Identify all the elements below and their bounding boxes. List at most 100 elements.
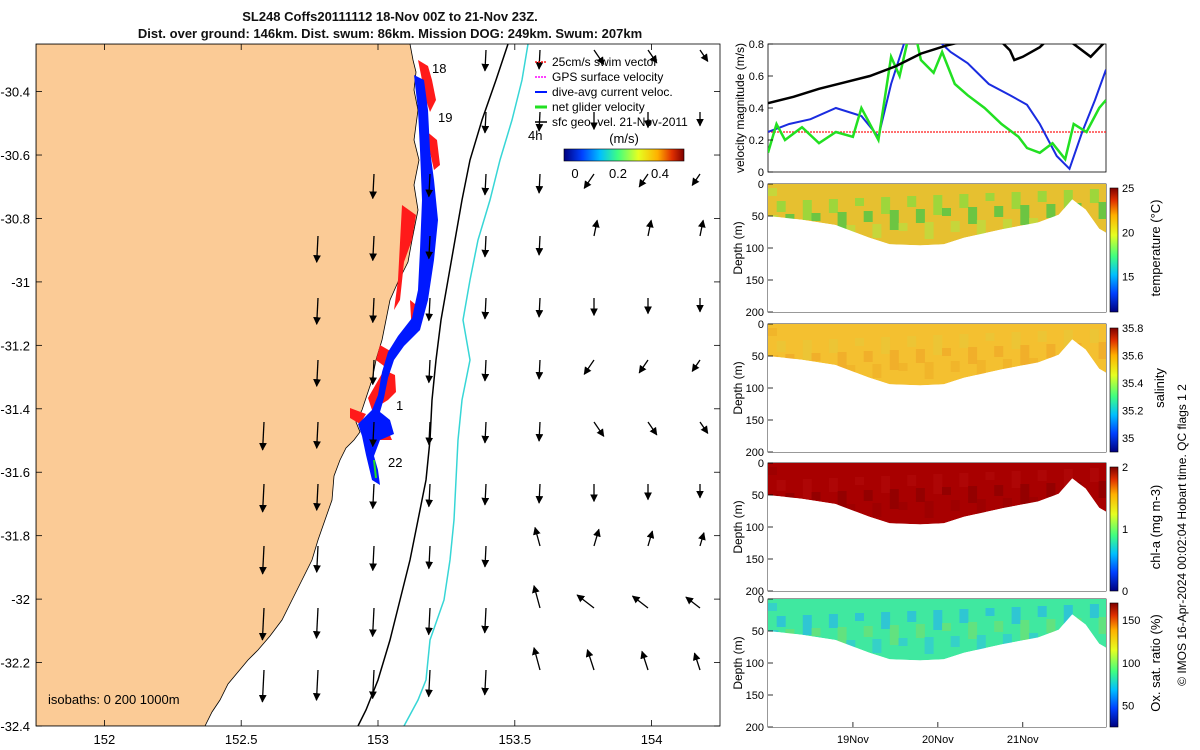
depth-tick-label: 50 (752, 351, 764, 363)
section-texture (1098, 342, 1106, 359)
geo-velocity-arrow (591, 219, 600, 237)
geo-velocity-arrow (313, 483, 321, 511)
geo-velocity-arrow (258, 607, 267, 641)
section-texture (889, 210, 899, 230)
geo-velocity-arrow (312, 607, 321, 639)
geo-velocity-arrow (699, 421, 709, 435)
section-texture (994, 485, 1004, 496)
section-texture (768, 328, 777, 336)
section-texture (1029, 358, 1038, 366)
section-texture (1089, 189, 1099, 203)
section-texture (942, 208, 951, 216)
depth-tick-label: 200 (746, 447, 764, 459)
geo-velocity-arrow (692, 652, 701, 671)
section-texture (811, 353, 821, 361)
section-texture (828, 199, 838, 213)
section-below-floor (768, 339, 1106, 452)
section-texture (950, 500, 960, 511)
section-texture (872, 503, 882, 517)
geo-velocity-arrow (535, 421, 544, 442)
geo-velocity-arrow (638, 173, 649, 188)
section-texture (1011, 332, 1021, 349)
colorbar-tick-label: 0 (1122, 586, 1128, 598)
section-texture (976, 635, 986, 655)
colorbar-tick-label: 2 (1122, 462, 1128, 474)
section-texture (907, 475, 917, 486)
geo-velocity-arrow (425, 669, 433, 698)
depth-tick-label: 50 (752, 626, 764, 638)
geo-velocity-arrow (369, 483, 378, 510)
velocity-yticks: 0 0.2 0.4 0.6 0.8 (749, 39, 773, 179)
section-texture (985, 472, 995, 480)
geo-velocity-arrow (593, 49, 605, 65)
section-panel-2: 0 50 100 150 200 Depth (m) 35 35.2 35.4 35.6 35.8 s… (731, 319, 1167, 459)
section-texture (915, 209, 925, 223)
lat-tick-label: -31 (11, 275, 30, 290)
section-texture (976, 499, 986, 519)
depth-tick-label: 0 (758, 179, 764, 191)
section-texture (811, 628, 821, 636)
section-texture (1089, 468, 1099, 482)
section-texture (889, 625, 899, 645)
section-colorbar (1109, 466, 1119, 592)
section-texture (924, 637, 934, 654)
depth-tick-label: 100 (746, 522, 764, 534)
depth-tick-label: 100 (746, 243, 764, 255)
section-panel-4: 0 50 100 150 200 Depth (m) 50 100 150 Ox. sat. ra… (731, 594, 1163, 734)
isobaths-note: isobaths: 0 200 1000m (48, 692, 180, 707)
time-tick-label: 20Nov (922, 734, 954, 746)
depth-tick-label: 0 (758, 594, 764, 606)
lat-tick-label: -30.6 (0, 148, 30, 163)
section-texture (1011, 607, 1021, 624)
section-texture (881, 612, 891, 629)
section-texture (968, 622, 978, 639)
section-below-floor (768, 478, 1106, 591)
section-texture (898, 363, 908, 371)
geo-velocity-arrow (481, 669, 490, 696)
geo-velocity-arrow (369, 173, 378, 200)
geo-velocity-arrow (685, 596, 701, 609)
time-axis: 19Nov 20Nov 21Nov (837, 722, 1039, 746)
section-texture (1037, 470, 1047, 481)
section-field (768, 599, 1106, 727)
geo-velocity-arrow (535, 359, 544, 380)
map-axis-ticks: 152 152.5 153 153.5 154 -30.4 -30.6 -30.8 -31 -31… (0, 44, 720, 747)
colorbar-tick-0.4: 0.4 (651, 166, 669, 181)
section-texture (950, 361, 960, 372)
section-texture (915, 624, 925, 638)
section-texture (1063, 469, 1073, 489)
velocity-ytick-label: 0.6 (749, 71, 764, 83)
section-texture (959, 334, 969, 348)
geo-velocity-arrow (481, 49, 490, 72)
section-texture (1002, 498, 1012, 512)
section-texture (1020, 484, 1030, 504)
section-texture (802, 479, 812, 499)
section-texture (881, 197, 891, 214)
section-texture (924, 362, 934, 379)
geo-velocity-arrow (369, 545, 378, 572)
section-texture (959, 473, 969, 487)
section-texture (1098, 617, 1106, 634)
depth-ylabel: Depth (m) (731, 636, 745, 689)
section-texture (959, 194, 969, 208)
figure-title-line2: Dist. over ground: 146km. Dist. swum: 86… (137, 26, 643, 41)
section-colorbar (1109, 327, 1119, 453)
section-texture (898, 638, 908, 646)
depth-tick-label: 0 (758, 458, 764, 470)
colorbar-tick-label: 35.4 (1122, 378, 1143, 390)
section-texture (1098, 202, 1106, 219)
velocity-ylabel: velocity magnitude (m/s) (733, 43, 747, 173)
figure-title-line1: SL248 Coffs20111112 18-Nov 00Z to 21-Nov… (242, 9, 538, 24)
geo-velocity-arrow (593, 421, 605, 437)
section-texture (768, 603, 777, 611)
isobath-200m-line (357, 44, 509, 726)
section-texture (994, 346, 1004, 357)
section-panel-1: 0 50 100 150 200 Depth (m) 15 20 25 temperature (… (731, 179, 1163, 319)
geo-velocity-arrow (647, 421, 658, 436)
section-texture (881, 476, 891, 493)
map-panel: 18 19 4h 1 22 152 152.5 153 153.5 154 -30.4 -3… (0, 43, 721, 747)
section-texture (828, 614, 838, 628)
section-texture (959, 609, 969, 623)
track-green-vectors (373, 459, 377, 479)
